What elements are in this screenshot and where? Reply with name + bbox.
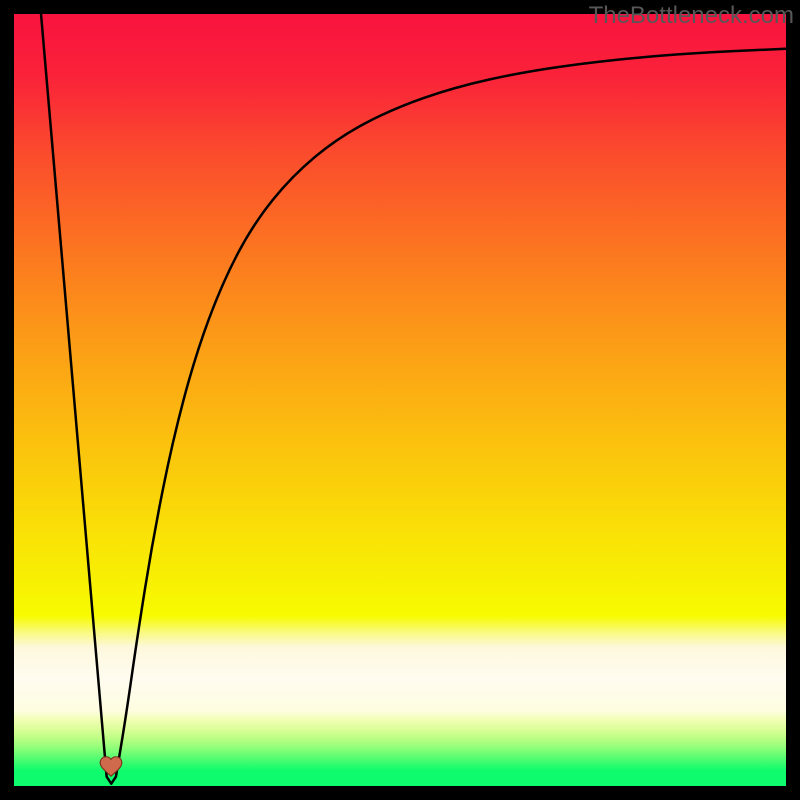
chart-canvas: TheBottleneck.com bbox=[0, 0, 800, 800]
bottleneck-curve-layer bbox=[14, 14, 786, 786]
bottleneck-curve bbox=[41, 14, 786, 784]
plot-area bbox=[14, 14, 786, 786]
watermark-text: TheBottleneck.com bbox=[589, 2, 794, 30]
optimal-point-heart-icon bbox=[98, 754, 124, 785]
